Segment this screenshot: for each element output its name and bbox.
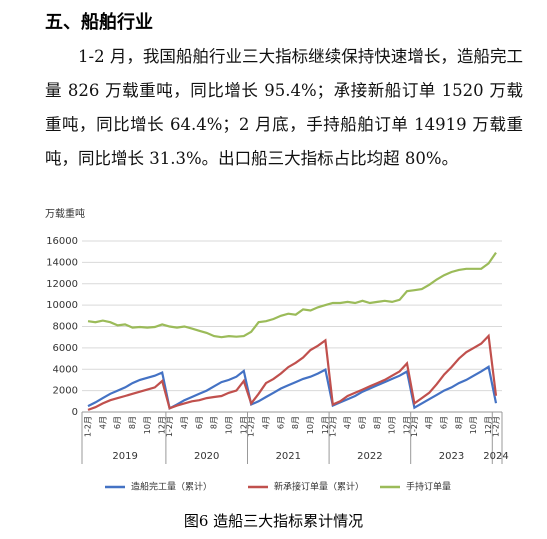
series-line	[87, 365, 498, 410]
y-tick-label: 8000	[53, 322, 78, 333]
x-tick-label: 8月	[373, 416, 382, 429]
year-label: 2019	[112, 451, 137, 462]
x-tick-label: 6月	[358, 416, 367, 429]
chart: 万载重吨 0 2000 4000 6000 8000 10000 12000 14000 160…	[45, 207, 509, 493]
y-tick-label: 10000	[46, 300, 78, 311]
x-tick-label: 8月	[291, 416, 300, 429]
y-tick-label: 6000	[53, 343, 78, 354]
year-label: 2020	[194, 451, 219, 462]
year-label: 2024	[483, 451, 508, 462]
caption: 图6 造船三大指标累计情况	[183, 512, 364, 530]
y-axis-title: 万载重吨	[45, 207, 85, 220]
x-tick-label: 4月	[262, 416, 271, 429]
x-tick-label: 1-2月	[328, 416, 337, 437]
x-tick-label: 10月	[388, 416, 397, 434]
x-tick-label: 1-2月	[492, 416, 501, 437]
year-label: 2023	[439, 451, 464, 462]
x-tick-label: 6月	[276, 416, 285, 429]
x-tick-label: 8月	[128, 416, 137, 429]
x-tick-label: 1-2月	[410, 416, 419, 437]
x-tick-label: 1-2月	[247, 416, 256, 437]
x-tick-label: 6月	[113, 416, 122, 429]
x-tick-label: 6月	[440, 416, 449, 429]
legend-label: 造船完工量（累计）	[131, 481, 212, 493]
y-tick-label: 12000	[46, 279, 78, 290]
paragraph: 1-2 月，我国船舶行业三大指标继续保持快速增长，造船完工量 826 万载重吨，…	[45, 47, 523, 168]
series-line	[87, 333, 498, 411]
x-tick-label: 12月	[402, 416, 411, 434]
year-label: 2022	[357, 451, 382, 462]
y-tick-label: 16000	[46, 236, 78, 247]
x-tick-label: 12月	[484, 416, 493, 434]
x-tick-label: 1-2月	[84, 416, 93, 437]
heading: 五、船舶行业	[45, 12, 153, 33]
x-tick-label: 12月	[321, 416, 330, 434]
y-tick-label: 14000	[46, 257, 78, 268]
y-tick-label: 0	[72, 407, 78, 418]
x-tick-label: 10月	[143, 416, 152, 434]
year-label: 2021	[276, 451, 301, 462]
x-tick-label: 8月	[210, 416, 219, 429]
legend-label: 手持订单量	[406, 481, 451, 493]
x-tick-label: 12月	[239, 416, 248, 434]
series-line	[87, 251, 497, 339]
x-tick-label: 10月	[306, 416, 315, 434]
y-tick-label: 2000	[53, 386, 78, 397]
x-tick-label: 12月	[158, 416, 167, 434]
y-tick-label: 4000	[53, 364, 78, 375]
x-tick-label: 4月	[343, 416, 352, 429]
x-tick-label: 6月	[195, 416, 204, 429]
x-tick-label: 1-2月	[165, 416, 174, 437]
x-tick-label: 10月	[224, 416, 233, 434]
x-tick-label: 8月	[454, 416, 463, 429]
x-tick-label: 4月	[180, 416, 189, 429]
x-tick-label: 10月	[469, 416, 478, 434]
x-tick-label: 4月	[425, 416, 434, 429]
legend-label: 新承接订单量（累计）	[274, 481, 364, 493]
x-tick-label: 4月	[98, 416, 107, 429]
